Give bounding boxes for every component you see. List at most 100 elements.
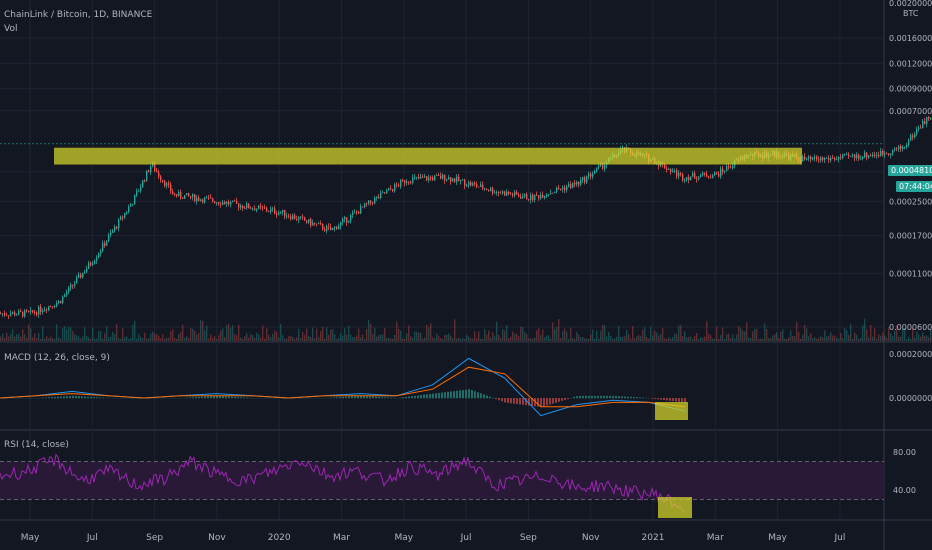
macd-histogram-bar [246, 397, 248, 399]
volume-bar [834, 335, 836, 341]
macd-histogram-bar [96, 397, 98, 399]
candle-body [254, 208, 256, 211]
candle-body [0, 313, 2, 315]
volume-bar [272, 333, 274, 341]
candle-body [902, 146, 904, 149]
macd-line [0, 357, 686, 417]
volume-bar [908, 336, 910, 341]
candle-body [142, 180, 144, 188]
candle-body [664, 163, 666, 169]
volume-bar [238, 324, 240, 341]
volume-bar [376, 336, 378, 341]
volume-bar [630, 338, 632, 341]
volume-bar [20, 336, 22, 341]
candle-body [544, 196, 546, 198]
volume-bar [186, 336, 188, 341]
macd-histogram-bar [645, 397, 647, 399]
macd-histogram-bar [651, 398, 653, 399]
volume-bar [138, 333, 140, 341]
candle-body [518, 194, 520, 197]
macd-histogram-bar [438, 392, 440, 399]
volume-bar [326, 327, 328, 341]
candle-body [728, 166, 730, 168]
volume-bar [590, 334, 592, 341]
candle-body [24, 310, 26, 317]
candle-body [350, 214, 352, 221]
volume-bar [676, 333, 678, 341]
macd-histogram-bar [498, 398, 500, 401]
macd-panel[interactable] [0, 357, 688, 420]
candle-body [126, 211, 128, 214]
candle-body [504, 191, 506, 196]
candle-body [730, 167, 732, 169]
volume-bar [838, 338, 840, 341]
candle-body [302, 216, 304, 218]
candle-body [808, 156, 810, 159]
volume-bar [646, 336, 648, 341]
candle-body [360, 206, 362, 214]
volume-bar [820, 336, 822, 341]
volume-bar [176, 338, 178, 341]
candle-body [260, 205, 262, 207]
macd-histogram-bar [42, 397, 44, 399]
volume-bar [900, 336, 902, 341]
candle-body [222, 202, 224, 205]
volume-bar [212, 337, 214, 341]
volume-bar [118, 338, 120, 341]
currency-label: BTC [903, 9, 919, 18]
volume-bar [12, 329, 14, 341]
candle-body [62, 296, 64, 303]
volume-bar [592, 329, 594, 341]
candle-body [926, 117, 928, 125]
macd-histogram-bar [507, 398, 509, 403]
macd-histogram-bar [483, 394, 485, 399]
macd-histogram-bar [519, 398, 521, 405]
candle-body [32, 310, 34, 313]
volume-bar [304, 334, 306, 341]
volume-bar [174, 338, 176, 341]
macd-histogram-bar [369, 396, 371, 399]
candle-body [822, 157, 824, 160]
macd-histogram-bar [576, 396, 578, 399]
macd-histogram-bar [51, 397, 53, 399]
candle-body [122, 216, 124, 218]
candle-body [802, 156, 804, 162]
volume-bar [104, 333, 106, 341]
candle-body [540, 194, 542, 199]
candle-body [188, 193, 190, 197]
time-tick-label: Jul [86, 533, 98, 543]
volume-bar [620, 336, 622, 341]
macd-histogram-bar [441, 392, 443, 399]
macd-histogram-bar [423, 394, 425, 399]
candle-body [194, 194, 196, 202]
volume-bar [930, 329, 932, 341]
candle-body [12, 312, 14, 314]
rsi-panel[interactable] [0, 453, 884, 518]
macd-histogram-bar [417, 395, 419, 399]
macd-histogram-bar [597, 395, 599, 399]
candle-body [850, 155, 852, 157]
candle-body [74, 283, 76, 286]
candle-body [38, 306, 40, 315]
macd-histogram-bar [210, 396, 212, 399]
signal-line [0, 366, 686, 408]
volume-bar [912, 327, 914, 341]
volume-bar [884, 335, 886, 341]
volume-bar [360, 337, 362, 341]
macd-histogram-bar [585, 395, 587, 399]
candle-body [690, 176, 692, 181]
volume-bar [86, 335, 88, 341]
volume-bar [522, 327, 524, 341]
volume-bar [82, 336, 84, 341]
candle-body [444, 174, 446, 181]
volume-bar [544, 336, 546, 341]
volume-bar [194, 330, 196, 341]
rsi-line [0, 453, 685, 513]
macd-histogram-bar [360, 395, 362, 399]
volume-bar [106, 326, 108, 341]
candle-body [120, 216, 122, 220]
candle-body [72, 284, 74, 286]
time-tick-label: Nov [582, 533, 600, 543]
